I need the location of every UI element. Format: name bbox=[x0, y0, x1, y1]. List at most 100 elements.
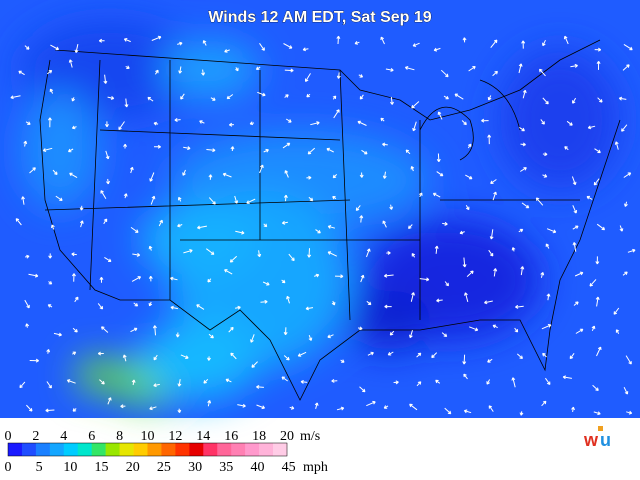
wind-arrow bbox=[464, 292, 469, 303]
wind-arrow bbox=[129, 166, 134, 174]
wind-arrow bbox=[283, 43, 293, 49]
wind-arrow bbox=[148, 275, 153, 282]
ms-tick-label: 20 bbox=[280, 429, 294, 444]
wind-arrow bbox=[563, 35, 569, 45]
wind-arrow bbox=[174, 118, 181, 122]
color-swatch bbox=[133, 443, 148, 456]
wind-arrow bbox=[535, 197, 544, 206]
wind-arrow bbox=[281, 220, 288, 225]
wind-arrow bbox=[571, 176, 577, 186]
wind-arrow bbox=[572, 225, 579, 230]
wind-arrow bbox=[490, 39, 498, 49]
wind-arrow bbox=[409, 330, 413, 339]
wind-arrow bbox=[366, 300, 372, 306]
wind-arrow bbox=[199, 120, 205, 124]
wind-arrow bbox=[334, 274, 344, 279]
wind-arrow bbox=[614, 141, 619, 150]
wind-arrow bbox=[461, 120, 467, 126]
wind-arrow bbox=[256, 404, 265, 410]
ms-tick-label: 0 bbox=[5, 429, 12, 444]
wind-arrow bbox=[575, 328, 584, 334]
wind-arrow bbox=[257, 91, 266, 97]
wind-arrow bbox=[132, 252, 141, 257]
wind-arrow bbox=[518, 228, 524, 233]
wind-arrow bbox=[225, 378, 232, 383]
wind-arrow bbox=[284, 68, 294, 73]
wind-arrow bbox=[597, 97, 603, 103]
wind-arrow bbox=[541, 400, 547, 407]
wind-arrow bbox=[566, 120, 573, 126]
wind-arrow bbox=[613, 307, 620, 315]
color-swatch bbox=[35, 443, 51, 456]
ms-tick-label: 4 bbox=[60, 429, 67, 444]
wind-arrow bbox=[541, 324, 552, 330]
color-swatch bbox=[21, 443, 37, 456]
wind-arrow bbox=[412, 121, 417, 132]
mph-tick-label: 15 bbox=[95, 460, 109, 475]
wind-arrow bbox=[55, 195, 63, 201]
wind-arrow bbox=[26, 404, 33, 412]
wind-arrow bbox=[208, 333, 214, 339]
wind-arrow bbox=[546, 228, 557, 234]
wind-arrow bbox=[259, 164, 264, 174]
wind-arrow bbox=[202, 40, 207, 46]
wind-arrow bbox=[130, 327, 138, 333]
wind-arrow bbox=[79, 220, 84, 228]
wind-arrow bbox=[177, 379, 182, 387]
wind-arrow bbox=[257, 250, 262, 258]
wind-arrow bbox=[462, 37, 467, 43]
ms-tick-label: 8 bbox=[116, 429, 123, 444]
wind-arrow bbox=[484, 300, 493, 305]
wind-arrow bbox=[29, 358, 39, 363]
wind-arrow bbox=[314, 402, 319, 409]
wind-arrow bbox=[47, 117, 52, 128]
wind-arrow bbox=[418, 192, 423, 198]
wind-arrow bbox=[314, 273, 320, 278]
wind-arrow bbox=[98, 38, 105, 43]
wind-arrow bbox=[101, 326, 109, 333]
wind-arrow bbox=[465, 174, 473, 180]
wind-arrow bbox=[572, 97, 577, 104]
wind-arrow bbox=[493, 268, 498, 277]
wind-arrow bbox=[71, 125, 77, 130]
wind-arrow bbox=[511, 377, 516, 388]
wind-arrow bbox=[46, 349, 51, 354]
wind-arrow bbox=[389, 330, 395, 336]
wind-arrow bbox=[521, 202, 530, 209]
wind-arrow bbox=[222, 172, 232, 178]
wind-arrow bbox=[297, 351, 307, 357]
mph-tick-label: 30 bbox=[188, 460, 202, 475]
wind-arrow bbox=[255, 66, 261, 70]
wind-arrow bbox=[230, 352, 237, 360]
wind-arrow bbox=[72, 327, 78, 333]
wind-arrow bbox=[97, 351, 104, 356]
borders bbox=[39, 39, 621, 401]
wind-arrow bbox=[336, 35, 341, 45]
wind-arrow bbox=[593, 411, 601, 416]
wind-arrow bbox=[103, 74, 108, 84]
wind-arrow bbox=[286, 295, 290, 304]
color-swatch bbox=[175, 443, 190, 456]
wind-arrow bbox=[416, 352, 422, 358]
wind-arrow bbox=[419, 277, 430, 282]
wind-arrow bbox=[519, 126, 525, 132]
wind-arrow bbox=[571, 406, 575, 412]
wind-arrow bbox=[492, 324, 498, 329]
wind-arrow bbox=[384, 273, 394, 278]
wind-arrow bbox=[131, 379, 136, 386]
wind-arrow bbox=[367, 351, 374, 356]
wind-arrow bbox=[229, 122, 234, 127]
wind-arrow bbox=[366, 400, 376, 407]
wind-arrow bbox=[131, 276, 142, 282]
wind-arrow bbox=[520, 142, 526, 147]
wind-arrow bbox=[237, 403, 246, 408]
wind-arrow bbox=[540, 119, 545, 125]
wind-arrow bbox=[130, 226, 139, 233]
wind-arrow bbox=[542, 352, 547, 358]
wind-arrow bbox=[542, 39, 546, 47]
wind-arrow bbox=[123, 38, 131, 43]
wind-arrow bbox=[542, 152, 548, 157]
wind-arrow bbox=[621, 124, 628, 132]
wind-arrow bbox=[224, 49, 230, 53]
wind-arrow bbox=[67, 148, 74, 153]
